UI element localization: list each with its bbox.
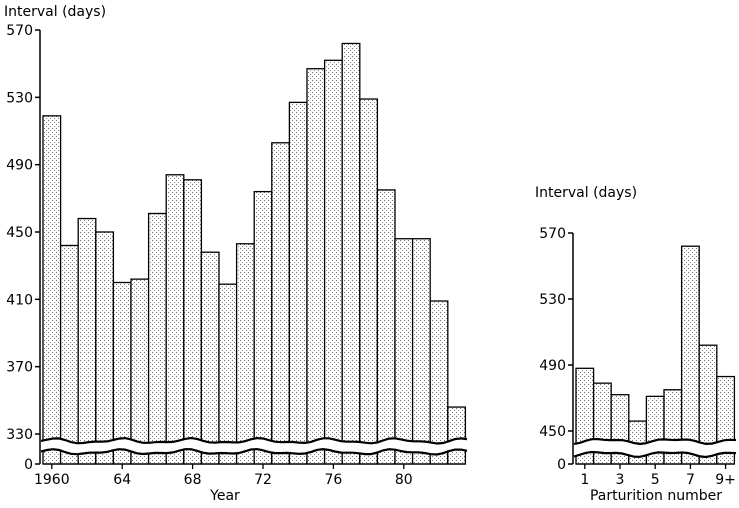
- parturition-chart-x-axis-label: Parturition number: [590, 488, 722, 503]
- bar-1963: [95, 231, 115, 465]
- y-tick-label: 450: [539, 424, 566, 440]
- x-tick-label: 9+: [715, 472, 736, 488]
- x-tick-label: 1960: [34, 472, 70, 488]
- y-tick-label: 410: [6, 292, 33, 308]
- x-tick-label: 5: [651, 472, 660, 488]
- parturition-chart-axis-break: [573, 437, 737, 459]
- parturition-chart-y-ticks: 0 450 490 530 570: [539, 226, 574, 473]
- year-chart-y-ticks: 0 330 370 410 450 490 530 570: [6, 23, 41, 473]
- y-tick-label: 530: [539, 292, 566, 308]
- x-tick-label: 3: [616, 472, 625, 488]
- bar-1969: [200, 251, 220, 465]
- year-chart-axis-break: [40, 436, 468, 456]
- y-tick-label: 530: [6, 90, 33, 106]
- bar-1960: [42, 115, 62, 465]
- bar-1983: [447, 406, 467, 465]
- y-tick-label: 330: [6, 427, 33, 443]
- bar-1982: [429, 300, 449, 465]
- x-tick-label: 64: [113, 472, 131, 488]
- y-tick-label: 0: [24, 457, 33, 473]
- parturition-chart-x-ticks: 1 3 5 7 9+: [580, 464, 736, 488]
- parturition-chart-y-axis-label: Interval (days): [535, 185, 637, 201]
- y-tick-label: 0: [557, 457, 566, 473]
- axis-break-line-top: [573, 437, 737, 446]
- bar-7: [680, 245, 700, 465]
- bar-1974: [288, 101, 308, 465]
- year-chart: Interval (days) Year 0 330 370 410 450 490 530…: [4, 4, 468, 504]
- bar-1968: [183, 179, 203, 465]
- x-tick-label: 76: [324, 472, 342, 488]
- bar-1967: [165, 174, 185, 465]
- year-chart-x-ticks: 1960 64 68 72 76 80: [34, 464, 413, 488]
- bar-1978: [359, 98, 379, 465]
- bar-1977: [341, 42, 361, 465]
- y-tick-label: 490: [539, 358, 566, 374]
- x-tick-label: 68: [184, 472, 202, 488]
- parturition-chart: Interval (days) Parturition number 0 450 4…: [535, 185, 737, 504]
- bar-1962: [77, 217, 97, 465]
- bar-1964: [112, 281, 132, 465]
- bar-1970: [218, 283, 238, 465]
- year-chart-y-axis-label: Interval (days): [4, 4, 106, 20]
- y-tick-label: 450: [6, 225, 33, 241]
- y-tick-label: 370: [6, 360, 33, 376]
- x-tick-label: 7: [686, 472, 695, 488]
- axis-break-line-bottom: [40, 447, 468, 456]
- x-tick-label: 1: [580, 472, 589, 488]
- bar-1976: [323, 59, 343, 465]
- bar-1971: [235, 243, 255, 465]
- axis-break-line-bottom: [573, 450, 737, 459]
- bar-1966: [147, 212, 167, 465]
- axis-break-line-top: [40, 436, 468, 445]
- bar-1961: [59, 244, 79, 465]
- y-tick-label: 570: [6, 23, 33, 39]
- bar-1975: [306, 68, 326, 465]
- y-tick-label: 570: [539, 226, 566, 242]
- year-chart-x-axis-label: Year: [209, 488, 240, 503]
- x-tick-label: 80: [395, 472, 413, 488]
- bar-1965: [130, 278, 150, 465]
- bar-1980: [394, 238, 414, 465]
- bar-1973: [271, 142, 291, 465]
- x-tick-label: 72: [254, 472, 272, 488]
- parturition-chart-bars: [575, 245, 736, 465]
- bar-1979: [376, 189, 396, 465]
- year-chart-bars: [42, 42, 467, 465]
- bar-1972: [253, 190, 273, 465]
- bar-1981: [411, 238, 431, 465]
- y-tick-label: 490: [6, 158, 33, 174]
